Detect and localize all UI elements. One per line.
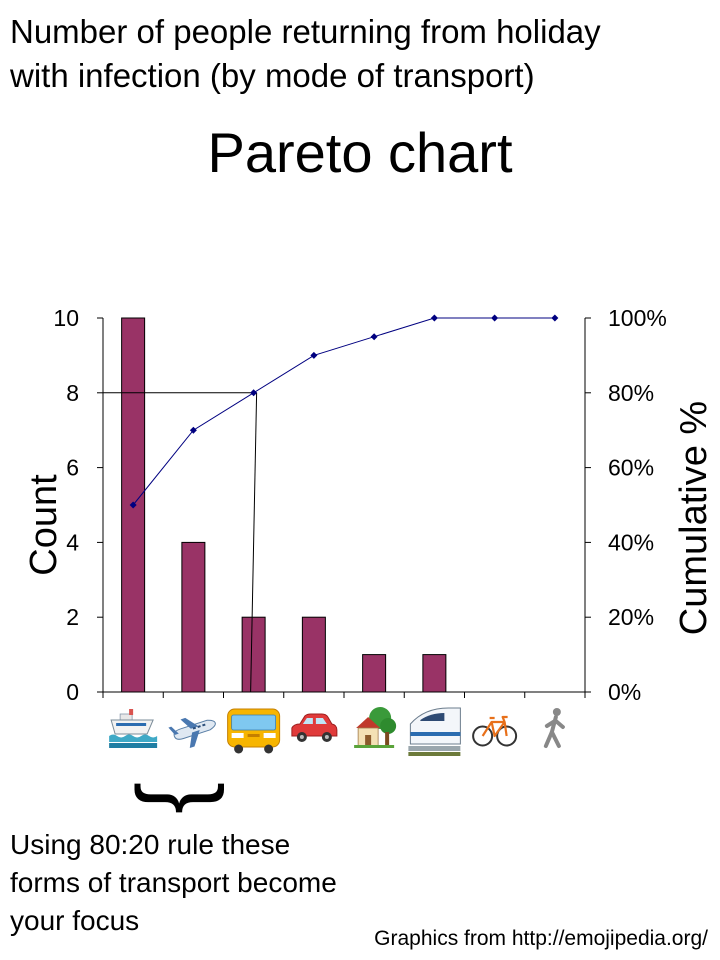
y2-tick-label-1: 20% — [608, 604, 654, 630]
y2-tick-label-2: 40% — [608, 529, 654, 555]
y2-axis-label: Cumulative % — [673, 401, 715, 635]
header-line-1: Number of people returning from holiday — [10, 13, 601, 50]
focus-note: Using 80:20 rule these forms of transpor… — [10, 826, 410, 940]
cumulative-point-pedestrian — [551, 314, 559, 322]
chart-title: Pareto chart — [207, 121, 513, 184]
header-line-2: with infection (by mode of transport) — [10, 57, 535, 94]
cutoff-vertical-line — [250, 392, 258, 693]
cumulative-point-bus — [250, 389, 258, 397]
header-title: Number of people returning from holiday … — [10, 10, 710, 98]
bar-car — [301, 616, 326, 693]
category-icon-group — [109, 707, 565, 756]
house-with-garden-icon — [354, 707, 397, 748]
pedestrian-icon — [543, 708, 565, 748]
y2-tick-label-0: 0% — [608, 679, 641, 705]
bar-house-with-garden — [362, 654, 387, 693]
bar-airplane — [181, 541, 206, 693]
cumulative-point-car — [310, 351, 318, 359]
airplane-icon — [168, 717, 216, 748]
cumulative-point-house-with-garden — [370, 333, 378, 341]
focus-note-line-1: Using 80:20 rule these — [10, 829, 291, 860]
y-tick-label-4: 8 — [66, 380, 79, 406]
cumulative-line — [132, 317, 555, 506]
bar-high-speed-train — [422, 654, 447, 693]
high-speed-train-icon — [408, 707, 461, 756]
bar-group — [121, 317, 447, 693]
y-tick-label-5: 10 — [53, 305, 79, 331]
cumulative-point-airplane — [189, 426, 197, 434]
focus-note-line-3: your focus — [10, 905, 140, 936]
y2-tick-label-4: 80% — [608, 380, 654, 406]
y2-tick-label-5: 100% — [608, 305, 667, 331]
bus-icon — [227, 708, 281, 754]
y-tick-label-3: 6 — [66, 455, 79, 481]
focus-brace: } — [134, 782, 241, 814]
y-axis-label: Count — [23, 474, 65, 576]
y-tick-label-1: 2 — [66, 604, 79, 630]
bicycle-icon — [472, 715, 518, 747]
y-tick-label-0: 0 — [66, 679, 79, 705]
cumulative-line-group — [129, 314, 559, 509]
graphics-credit: Graphics from http://emojipedia.org/ — [374, 927, 708, 950]
cumulative-point-bicycle — [491, 314, 499, 322]
focus-note-line-2: forms of transport become — [10, 867, 337, 898]
axes-group — [97, 317, 591, 698]
car-icon — [291, 713, 338, 742]
cumulative-point-high-speed-train — [430, 314, 438, 322]
y2-tick-label-3: 60% — [608, 455, 654, 481]
cumulative-point-ship — [129, 501, 137, 509]
bar-bus — [241, 616, 266, 693]
y-tick-label-2: 4 — [66, 529, 79, 555]
cutoff-annotation — [103, 392, 258, 693]
ship-icon — [109, 709, 158, 748]
